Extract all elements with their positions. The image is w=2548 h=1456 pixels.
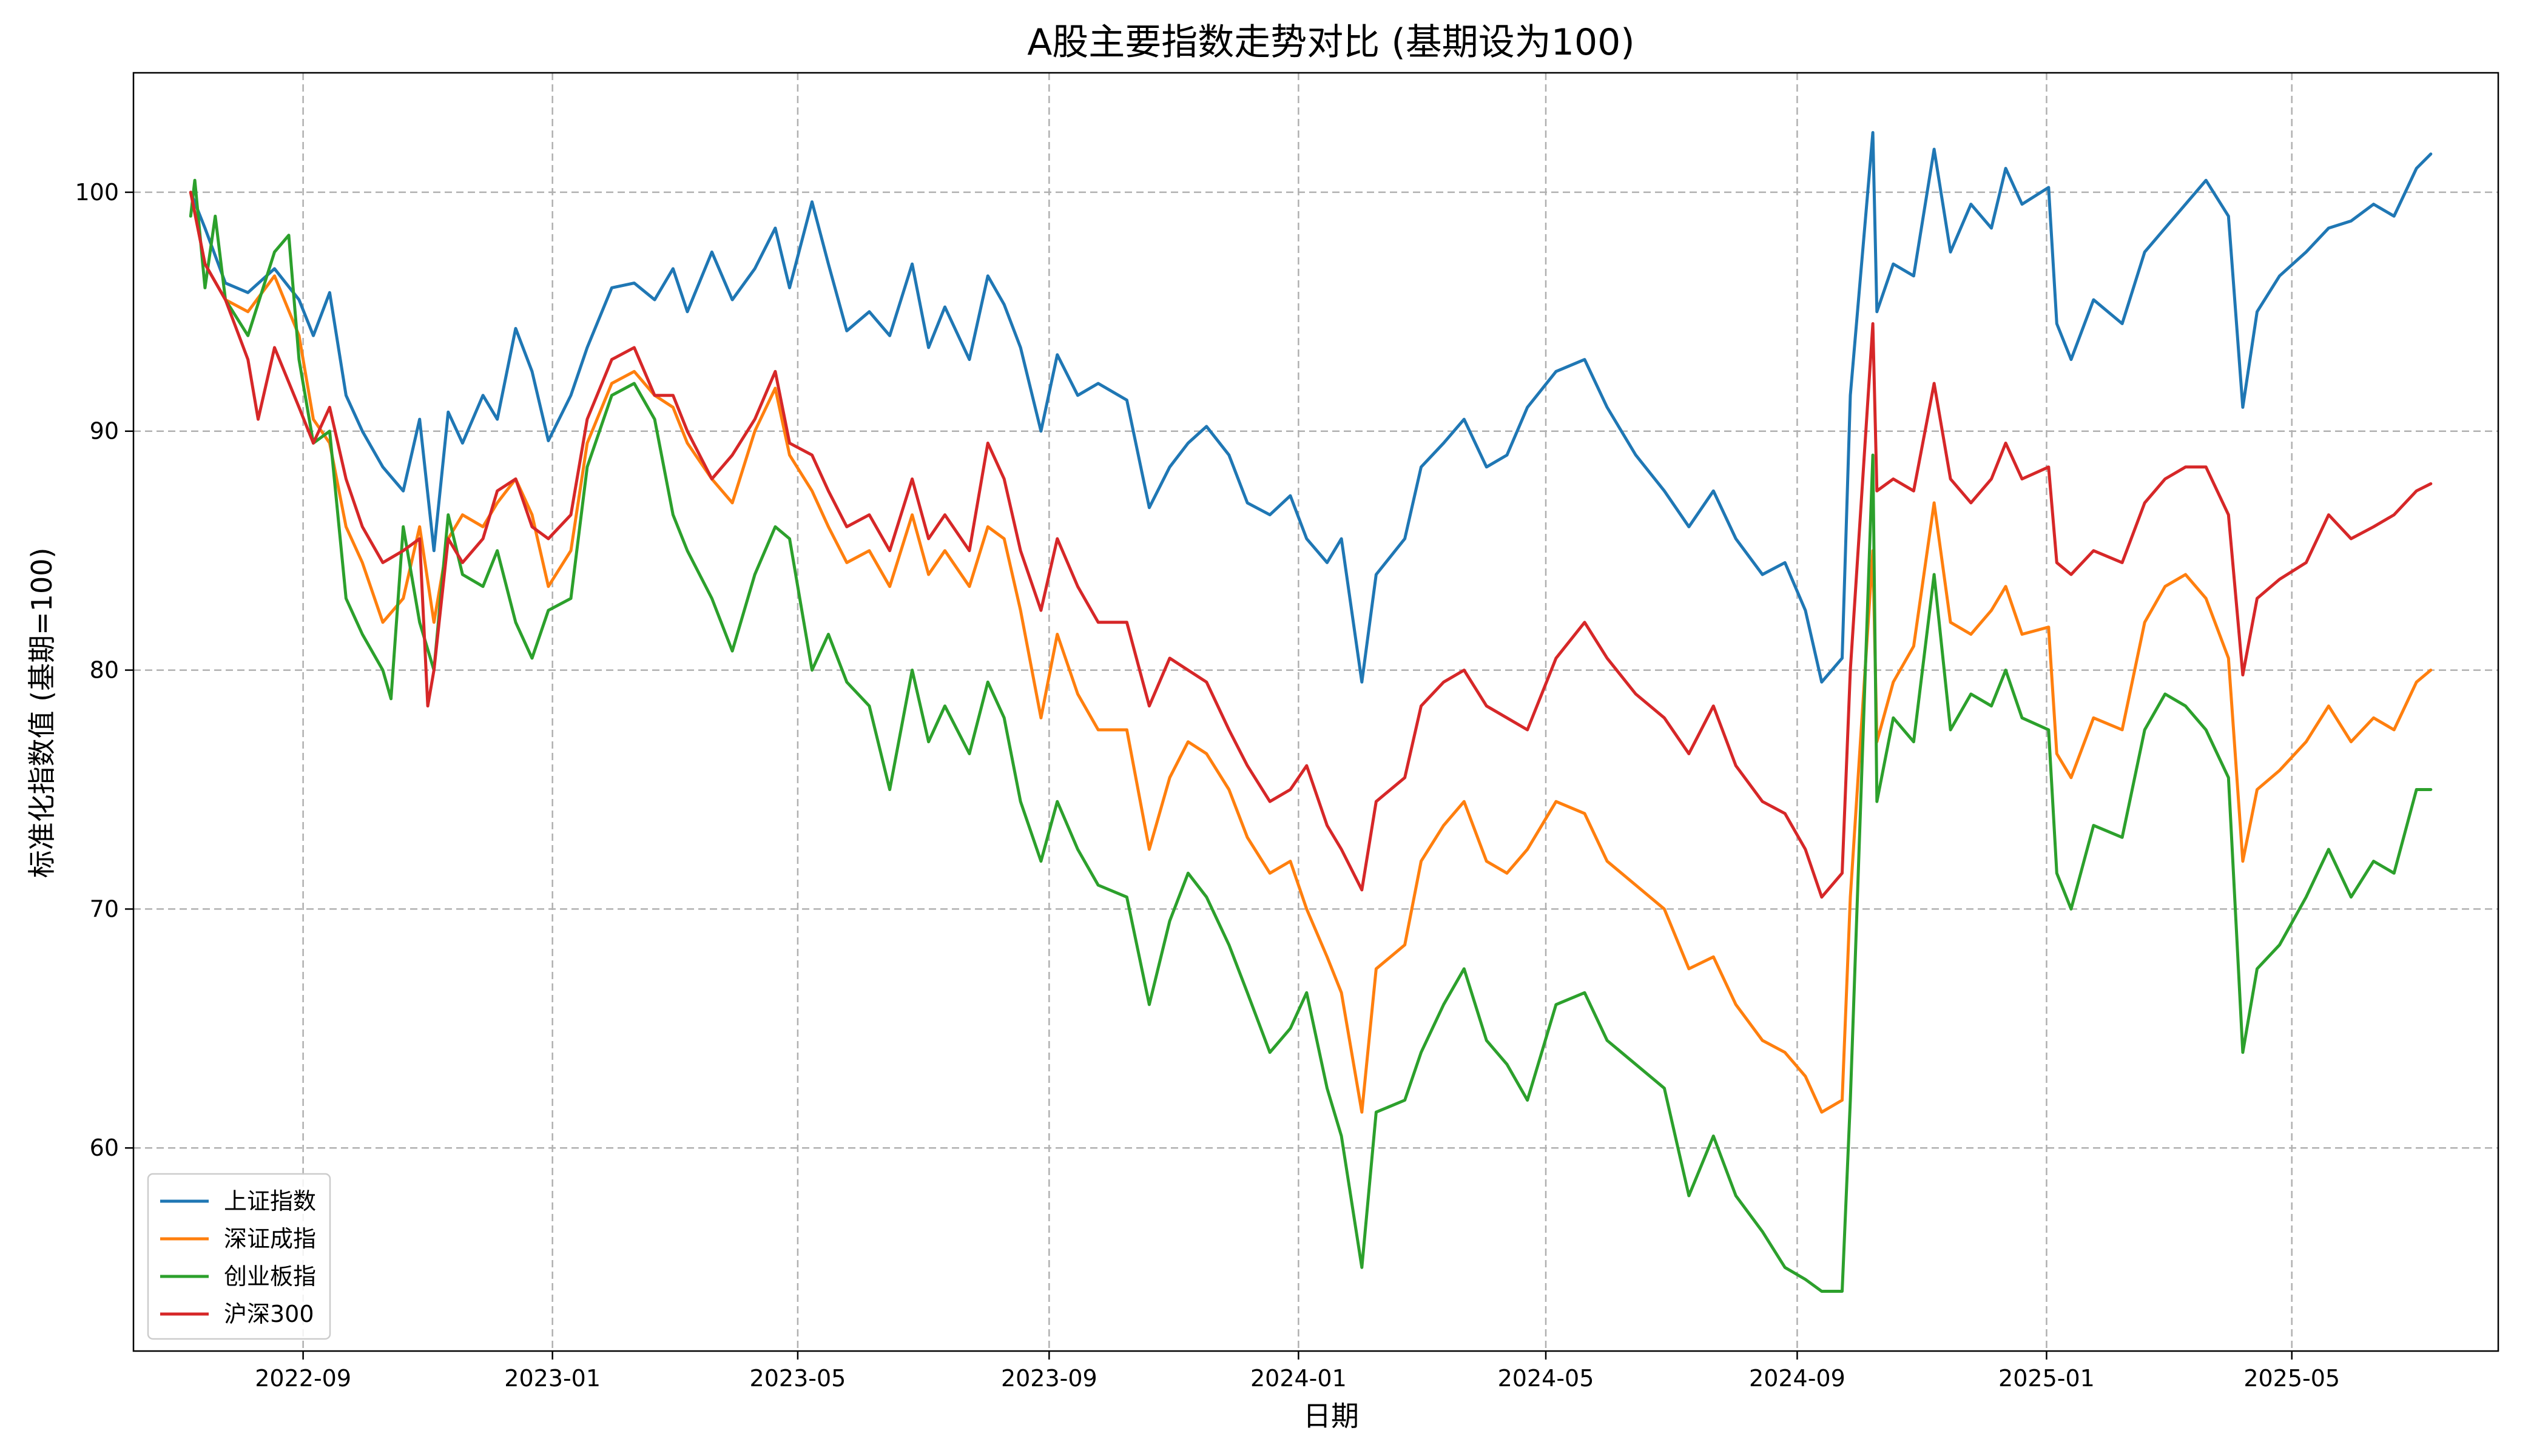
y-tick-label: 90 [90, 418, 119, 445]
x-tick-label: 2022-09 [255, 1365, 351, 1392]
x-tick-label: 2025-05 [2243, 1365, 2340, 1392]
x-tick-label: 2023-05 [750, 1365, 846, 1392]
x-tick-label: 2023-01 [504, 1365, 601, 1392]
series-line-1 [189, 131, 2433, 684]
legend-label: 深证成指 [224, 1225, 316, 1252]
chart-title: A股主要指数走势对比 (基期设为100) [1027, 21, 1634, 64]
y-tick-label: 60 [90, 1134, 119, 1161]
x-axis-label: 日期 [1303, 1400, 1359, 1432]
y-tick-label: 100 [75, 179, 119, 206]
grid-lines [133, 73, 2498, 1351]
series-line-3 [189, 178, 2433, 1293]
x-tick-label: 2025-01 [1998, 1365, 2095, 1392]
y-axis: 60 70 80 90 100 [75, 179, 133, 1161]
x-tick-label: 2024-05 [1498, 1365, 1594, 1392]
series-line-2 [189, 190, 2433, 1114]
y-tick-label: 80 [90, 657, 119, 684]
x-tick-label: 2024-01 [1250, 1365, 1347, 1392]
series-layer [189, 131, 2433, 1293]
legend-label: 上证指数 [224, 1188, 316, 1215]
x-axis: 2022-09 2023-01 2023-05 2023-09 2024-01 2024-… [255, 1351, 2340, 1392]
plot-frame [132, 72, 2499, 1352]
legend-box [147, 1173, 331, 1340]
legend-label: 沪深300 [224, 1301, 314, 1327]
x-tick-label: 2023-09 [1001, 1365, 1097, 1392]
y-axis-label: 标准化指数值 (基期=100) [25, 548, 58, 878]
series-line-4 [189, 190, 2433, 899]
legend-label: 创业板指 [224, 1263, 316, 1290]
x-tick-label: 2024-09 [1749, 1365, 1845, 1392]
y-tick-label: 70 [90, 895, 119, 922]
